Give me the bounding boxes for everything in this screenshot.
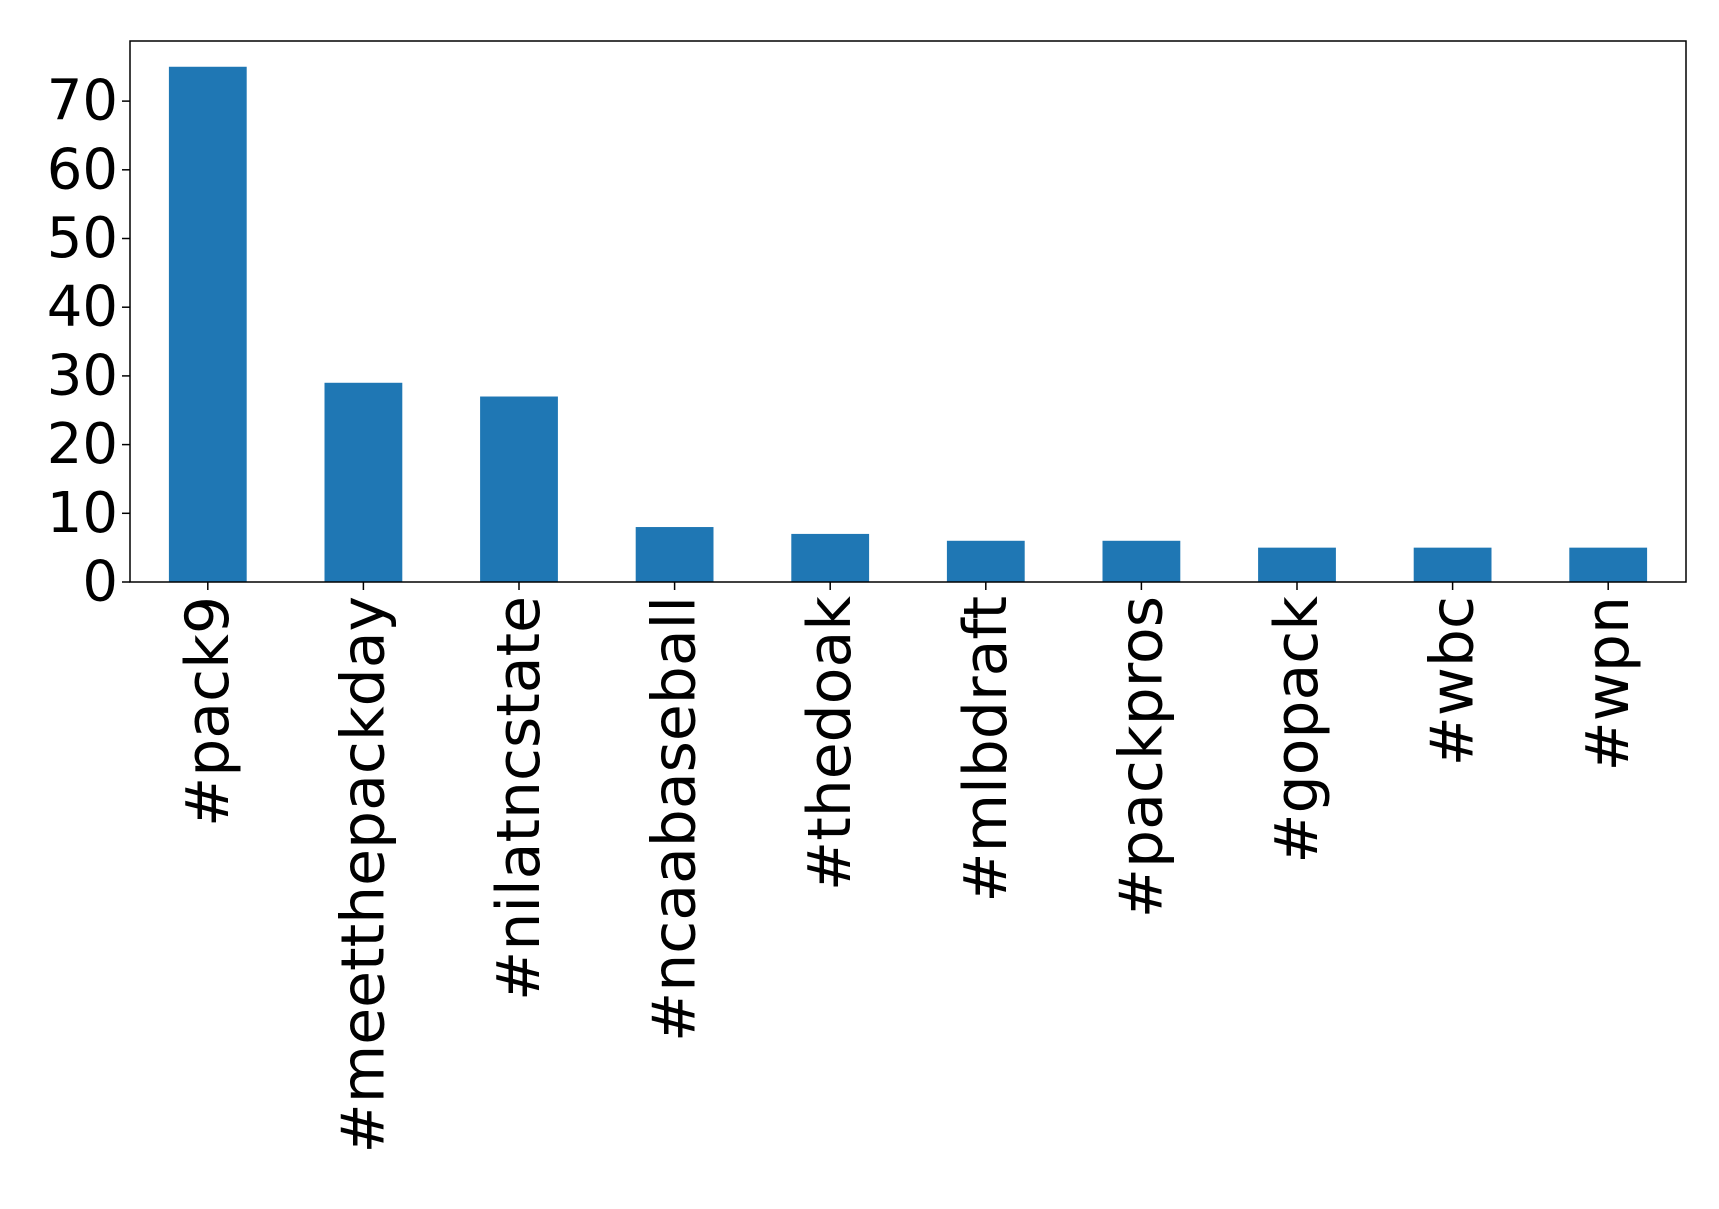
x-tick-label: #ncaabaseball: [640, 596, 710, 1042]
x-tick-label: #gopack: [1262, 596, 1332, 864]
x-tick-label: #nilatncstate: [484, 596, 554, 1001]
x-tick-label: #thedoak: [795, 596, 865, 891]
y-tick-label: 60: [47, 137, 118, 202]
y-tick-label: 70: [47, 69, 118, 134]
x-tick-label: #wpn: [1573, 596, 1643, 771]
y-tick-label: 0: [82, 550, 118, 615]
x-axis: #pack9 #meetthepackday #nilatncstate #ncaab…: [173, 582, 1643, 1154]
y-tick-label: 30: [47, 343, 118, 408]
bar-packpros: [1102, 540, 1181, 582]
y-tick-label: 10: [47, 481, 118, 546]
y-tick-label: 50: [47, 206, 118, 271]
x-tick-label: #pack9: [173, 596, 243, 827]
bar-pack9: [168, 66, 247, 582]
bar-nilatncstate: [480, 396, 558, 582]
x-tick-label: #packpros: [1106, 596, 1176, 918]
x-tick-label: #wbc: [1418, 596, 1488, 766]
bar-gopack: [1258, 547, 1336, 582]
y-tick-label: 20: [47, 412, 118, 477]
bar-ncaabaseball: [635, 527, 714, 582]
y-tick-label: 40: [47, 275, 118, 340]
bar-thedoak: [791, 533, 870, 582]
plot-frame: [129, 40, 1687, 583]
bar-meetthepackday: [324, 382, 403, 582]
x-tick-label: #meetthepackday: [328, 596, 398, 1154]
bars-group: [168, 66, 1648, 582]
x-tick-label: #mlbdraft: [951, 596, 1021, 903]
bar-wpn: [1569, 547, 1648, 582]
bar-mlbdraft: [946, 540, 1025, 582]
bar-wbc: [1413, 547, 1492, 582]
